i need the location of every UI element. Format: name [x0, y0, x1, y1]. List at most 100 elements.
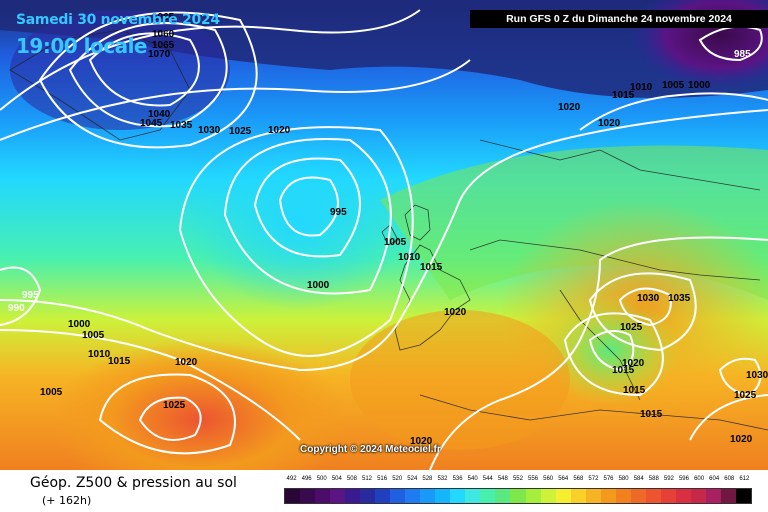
scale-swatch	[570, 489, 586, 503]
forecast-lead-time: (+ 162h)	[42, 494, 92, 507]
scale-swatch	[630, 489, 646, 503]
scale-swatch	[465, 489, 481, 503]
pressure-label: 1020	[268, 125, 291, 136]
scale-label: 552	[512, 476, 523, 482]
map-title: Géop. Z500 & pression au sol	[30, 475, 237, 491]
scale-label: 572	[588, 476, 599, 482]
scale-label: 568	[573, 476, 584, 482]
scale-swatch	[315, 489, 331, 503]
isobar	[718, 357, 762, 397]
z500-atlantic-low	[190, 130, 410, 310]
pressure-label: 985	[734, 49, 751, 60]
color-scale-labels: 492 496 500 504 508 512 516 520 524 528 532 536 540 5…	[284, 476, 752, 486]
coast-greenland	[9, 29, 191, 141]
scale-label: 548	[497, 476, 508, 482]
isobar	[138, 396, 202, 441]
pressure-label: 1070	[148, 49, 171, 60]
pressure-label: 1035	[170, 120, 193, 131]
isobar	[88, 32, 200, 107]
copyright-notice: Copyright © 2024 Meteociel.fr	[300, 444, 441, 455]
scale-swatch	[720, 489, 736, 503]
scale-swatch	[435, 489, 451, 503]
pressure-label: 1060	[152, 29, 175, 40]
scale-swatch	[390, 489, 406, 503]
scale-swatch	[660, 489, 676, 503]
pressure-labels: 1065 1060 1065 1070 1040 1045 1035 1030 …	[8, 12, 768, 447]
scale-label: 524	[407, 476, 418, 482]
scale-label: 492	[286, 476, 297, 482]
pressure-label: 1005	[40, 387, 63, 398]
pressure-label: 995	[330, 207, 347, 218]
coastlines	[9, 29, 768, 431]
scale-swatch	[480, 489, 496, 503]
scale-swatch	[735, 489, 751, 503]
pressure-label: 1020	[444, 307, 467, 318]
scale-swatch	[555, 489, 571, 503]
pressure-label: 995	[22, 290, 39, 301]
isobar	[588, 330, 635, 372]
pressure-label: 1005	[384, 237, 407, 248]
isobar	[588, 272, 697, 352]
pressure-label: 1005	[662, 80, 685, 91]
scale-swatch	[450, 489, 466, 503]
pressure-label: 1030	[198, 125, 221, 136]
isobar	[618, 287, 672, 327]
isobar	[689, 394, 768, 441]
isobar	[0, 9, 421, 111]
isobar	[579, 92, 768, 131]
scale-label: 596	[678, 476, 689, 482]
pressure-label: 1015	[623, 385, 646, 396]
pressure-label: 1000	[68, 319, 91, 330]
pressure-label: 1020	[175, 357, 198, 368]
map-canvas: 1065 1060 1065 1070 1040 1045 1035 1030 …	[0, 0, 768, 470]
pressure-label: 1015	[640, 409, 663, 420]
color-scale-bar	[284, 488, 752, 504]
forecast-date: Samedi 30 novembre 2024	[16, 12, 220, 28]
scale-label: 544	[482, 476, 493, 482]
pressure-label: 1045	[140, 118, 163, 129]
scale-swatch	[525, 489, 541, 503]
isobar	[278, 176, 339, 237]
pressure-label: 990	[8, 303, 25, 314]
isobar	[68, 22, 228, 128]
scale-swatch	[690, 489, 706, 503]
pressure-label: 1015	[612, 365, 635, 376]
scale-swatch	[420, 489, 436, 503]
scale-label: 560	[543, 476, 554, 482]
scale-label: 536	[452, 476, 463, 482]
scale-label: 528	[422, 476, 433, 482]
scale-label: 564	[558, 476, 569, 482]
scale-swatch	[510, 489, 526, 503]
scale-swatch	[375, 489, 391, 503]
scale-label: 540	[467, 476, 478, 482]
coast-north-africa	[419, 394, 768, 431]
scale-swatch	[585, 489, 601, 503]
isobar	[0, 266, 42, 326]
pressure-label: 1010	[88, 349, 111, 360]
pressure-label: 1040	[148, 109, 171, 120]
forecast-time: 19:00 locale	[16, 34, 148, 58]
z500-iberia-ridge	[350, 310, 570, 450]
pressure-label: 1015	[108, 356, 131, 367]
scale-swatch	[675, 489, 691, 503]
scale-label: 608	[724, 476, 735, 482]
pressure-label: 1020	[730, 434, 753, 445]
scale-swatch	[495, 489, 511, 503]
scale-label: 520	[392, 476, 403, 482]
pressure-label: 1065	[152, 40, 175, 51]
isobars	[0, 9, 768, 470]
scale-swatch	[330, 489, 346, 503]
scale-swatch	[405, 489, 421, 503]
scale-swatch	[645, 489, 661, 503]
scale-label: 612	[739, 476, 750, 482]
pressure-label: 1010	[398, 252, 421, 263]
scale-swatch	[540, 489, 556, 503]
isobar	[38, 11, 258, 149]
coast-british-isles	[404, 204, 431, 241]
scale-swatch	[285, 489, 301, 503]
z500-greenland-trough	[10, 10, 230, 130]
coast-italy-balkans	[559, 289, 641, 401]
scale-swatch	[345, 489, 361, 503]
scale-label: 584	[633, 476, 644, 482]
model-run-label: Run GFS 0 Z du Dimanche 24 novembre 2024	[470, 10, 768, 28]
